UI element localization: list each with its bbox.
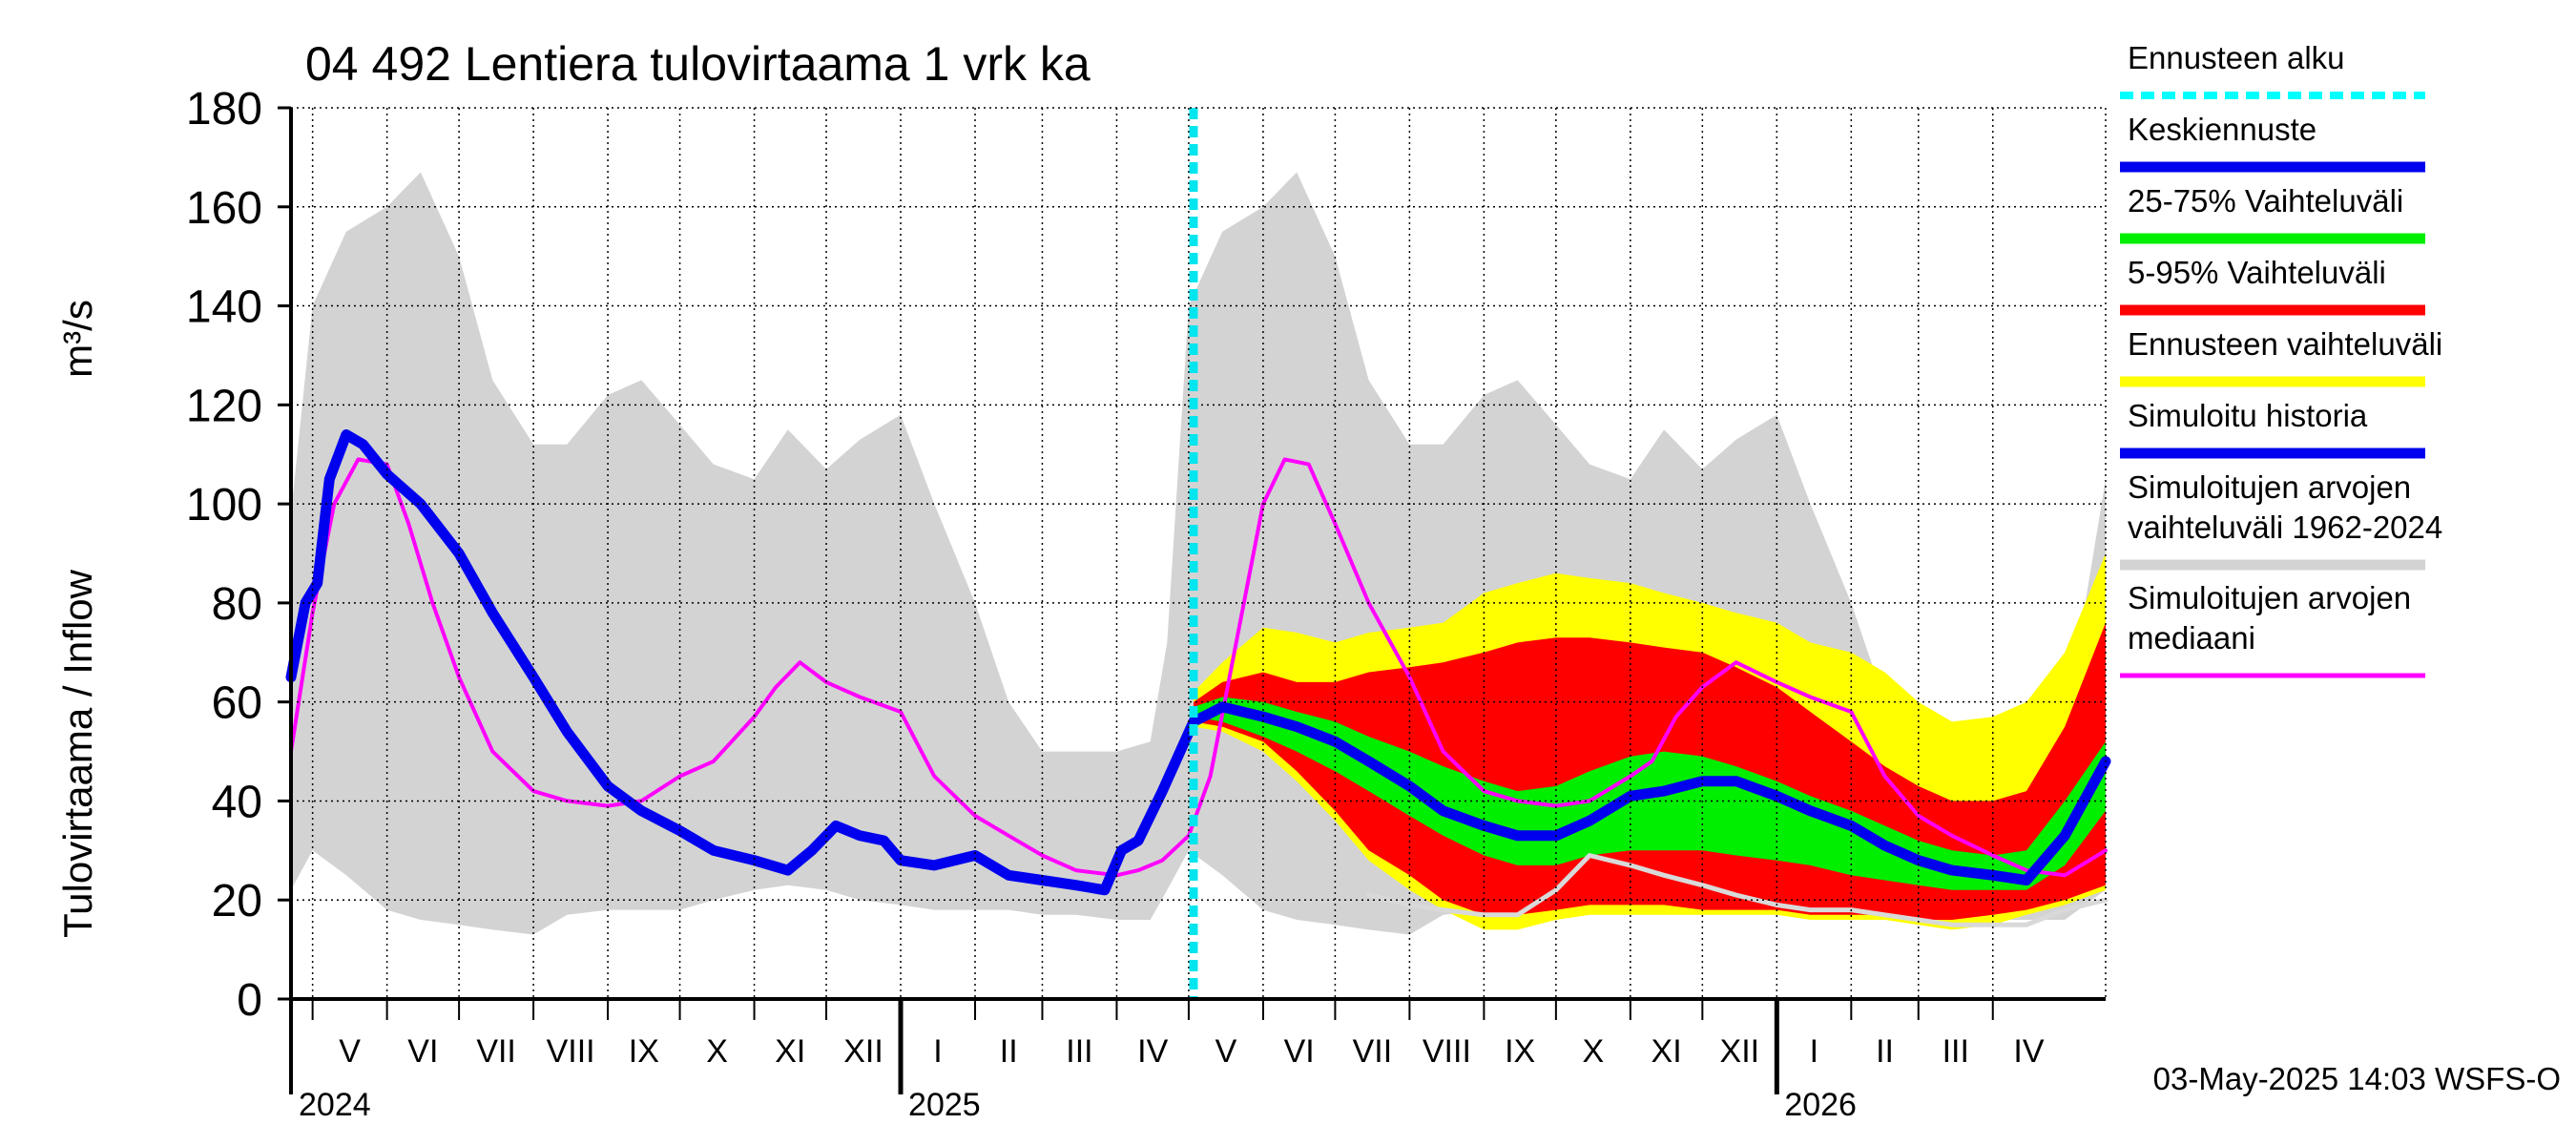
legend-label: mediaani <box>2128 620 2255 656</box>
legend-label: 5-95% Vaihteluväli <box>2128 255 2386 290</box>
month-label: II <box>1000 1033 1018 1070</box>
legend-label: Simuloitu historia <box>2128 398 2368 433</box>
legend-label: 25-75% Vaihteluväli <box>2128 183 2403 219</box>
footer-timestamp: 03-May-2025 14:03 WSFS-O <box>2153 1061 2561 1096</box>
legend-mean-forecast: Keskiennuste <box>2120 112 2425 173</box>
month-label: III <box>1066 1033 1092 1070</box>
month-label: XI <box>1652 1033 1682 1070</box>
month-label: VII <box>1353 1033 1393 1070</box>
legend-5-95-range: 5-95% Vaihteluväli <box>2120 255 2425 316</box>
year-label: 2026 <box>1784 1087 1857 1123</box>
y-tick-label: 140 <box>186 282 262 333</box>
year-label: 2024 <box>299 1087 371 1123</box>
line-simuloitujen-arvojen-mediaani <box>289 457 2108 878</box>
month-label: VII <box>476 1033 516 1070</box>
legend-label: Simuloitujen arvojen <box>2128 469 2411 505</box>
month-label: II <box>1876 1033 1894 1070</box>
month-label: IV <box>1137 1033 1168 1070</box>
y-axis-label: Tulovirtaama / Inflow <box>55 569 100 938</box>
month-label: VI <box>1284 1033 1315 1070</box>
y-tick-label: 60 <box>212 678 262 729</box>
year-label: 2025 <box>908 1087 981 1123</box>
legend-label: Ennusteen vaihteluväli <box>2128 326 2442 362</box>
y-tick-label: 80 <box>212 579 262 630</box>
month-label: VIII <box>1423 1033 1471 1070</box>
legend-simulated-median: Simuloitujen arvojen mediaani <box>2120 580 2425 678</box>
line-simulated-lower-trace <box>1366 853 2109 927</box>
month-label: VI <box>407 1033 438 1070</box>
month-label: VIII <box>547 1033 595 1070</box>
y-tick-label: 180 <box>186 84 262 135</box>
grid <box>291 108 2106 999</box>
line-simuloitu-historia <box>285 429 1199 896</box>
month-label: XII <box>1720 1033 1760 1070</box>
line-keskiennuste <box>1188 701 2111 885</box>
month-label: V <box>339 1033 361 1070</box>
y-tick-label: 120 <box>186 381 262 431</box>
legend-simulated-history: Simuloitu historia <box>2120 398 2425 459</box>
month-label: IX <box>629 1033 659 1070</box>
month-label: IV <box>2013 1033 2044 1070</box>
month-label: I <box>933 1033 942 1070</box>
month-label: X <box>706 1033 728 1070</box>
y-tick-label: 160 <box>186 183 262 234</box>
chart-title: 04 492 Lentiera tulovirtaama 1 vrk ka <box>305 37 1091 91</box>
y-axis-unit: m³/s <box>55 300 100 378</box>
legend-forecast-start: Ennusteen alku <box>2120 40 2425 99</box>
y-tick-label: 100 <box>186 480 262 531</box>
legend-simulated-range: Simuloitujen arvojen vaihteluväli 1962-20… <box>2120 469 2442 571</box>
legend-label: Ennusteen alku <box>2128 40 2345 75</box>
month-label: V <box>1215 1033 1237 1070</box>
month-label: X <box>1583 1033 1605 1070</box>
y-tick-label: 20 <box>212 876 262 926</box>
month-label: IX <box>1505 1033 1535 1070</box>
legend-25-75-range: 25-75% Vaihteluväli <box>2120 183 2425 244</box>
y-tick-label: 0 <box>237 975 262 1026</box>
month-label: III <box>1942 1033 1969 1070</box>
y-tick-label: 40 <box>212 777 262 827</box>
month-label: I <box>1810 1033 1818 1070</box>
month-label: XI <box>775 1033 805 1070</box>
plot-area <box>285 172 2111 935</box>
legend-label: Keskiennuste <box>2128 112 2316 147</box>
legend: Ennusteen alku Keskiennuste 25-75% Vaihtel… <box>2120 40 2442 678</box>
month-label: XII <box>843 1033 883 1070</box>
legend-forecast-range: Ennusteen vaihteluväli <box>2120 326 2442 387</box>
legend-label: vaihteluväli 1962-2024 <box>2128 510 2442 545</box>
legend-label: Simuloitujen arvojen <box>2128 580 2411 615</box>
